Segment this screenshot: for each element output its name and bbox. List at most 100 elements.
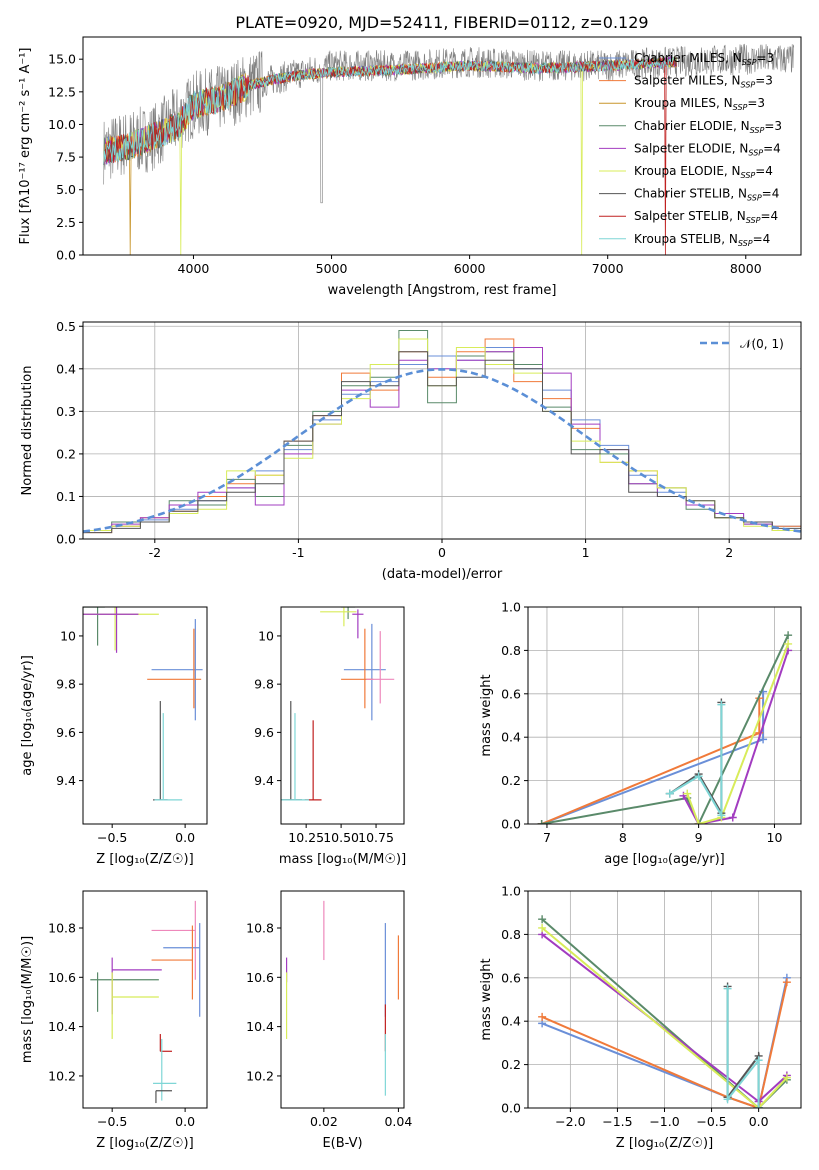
y-tick-label: 0.0: [56, 248, 76, 263]
plot-area: [537, 631, 793, 824]
x-tick-label: 10: [767, 830, 783, 845]
axes-frame: [82, 890, 208, 1109]
x-tick-label: 0.02: [310, 1114, 338, 1129]
x-tick-label: −0.5: [97, 830, 127, 845]
model-spectrum-line: [103, 57, 677, 165]
y-tick-label: 0.5: [56, 319, 76, 334]
y-tick-label: 0.0: [501, 817, 521, 832]
weight-marker: [784, 631, 793, 640]
legend-label: Kroupa MILES, NSSP=3: [634, 96, 765, 112]
y-tick-label: 12.5: [48, 84, 76, 99]
mass-vs-ebv-panel: 0.02 0.04 10.2 10.4 10.6 10.8 E(B-V): [246, 890, 412, 1151]
y-axis-label: Flux [fλ10⁻¹⁷ erg cm⁻² s⁻¹ A⁻¹]: [18, 48, 33, 245]
axes-frame: [82, 606, 208, 825]
y-axis-label: age [log₁₀(age/yr)]: [20, 655, 35, 776]
model-spectrum-line: [103, 55, 677, 255]
x-tick-label: −0.5: [696, 1114, 726, 1129]
y-tick-label: 0.6: [501, 970, 521, 985]
legend-label: Salpeter MILES, NSSP=3: [634, 74, 773, 90]
y-tick-label: 9.6: [254, 725, 274, 740]
plot-area: [103, 43, 795, 255]
x-tick-label: 9: [695, 830, 703, 845]
legend-label: Salpeter STELIB, NSSP=4: [634, 209, 778, 225]
y-tick-label: 0.2: [501, 1057, 521, 1072]
weight-marker: [665, 789, 674, 798]
y-tick-label: 9.8: [254, 677, 274, 692]
weight-marker: [759, 735, 768, 744]
y-tick-label: 15.0: [48, 52, 76, 67]
mass-weight-vs-age-panel: 7 8 9 10 0.0 0.2 0.4 0.6 0.8 1.0 age [log₁₀(age/yr…: [479, 600, 802, 867]
y-tick-label: 1.0: [501, 884, 521, 899]
y-tick-label: 1.0: [501, 600, 521, 615]
y-tick-label: 10.0: [48, 117, 76, 132]
weight-marker: [538, 1012, 547, 1021]
y-tick-label: 2.5: [56, 215, 76, 230]
weight-marker: [694, 820, 703, 824]
y-tick-label: 10.6: [246, 970, 274, 985]
weight-marker: [723, 984, 732, 993]
y-tick-label: 5.0: [56, 182, 76, 197]
legend-label: Salpeter ELODIE, NSSP=4: [634, 141, 781, 157]
legend-label: 𝒩(0, 1): [740, 337, 784, 351]
legend-label: Kroupa ELODIE, NSSP=4: [634, 164, 773, 180]
legend-label: Chabrier ELODIE, NSSP=3: [634, 119, 782, 135]
y-tick-label: 0.0: [56, 532, 76, 547]
x-tick-label: 0.04: [384, 1114, 412, 1129]
y-tick-label: 0.6: [501, 686, 521, 701]
x-tick-label: −1.0: [649, 1114, 679, 1129]
weight-marker: [728, 813, 737, 822]
x-axis-label: Z [log₁₀(Z/Z☉)]: [96, 1136, 193, 1151]
x-tick-label: −2.0: [555, 1114, 585, 1129]
axes-frame: [280, 606, 405, 825]
x-tick-label: 5000: [316, 261, 348, 276]
model-spectrum-line: [103, 56, 677, 255]
x-axis-label: wavelength [Angstrom, rest frame]: [328, 283, 557, 298]
weight-marker: [782, 1073, 791, 1082]
x-tick-label: 2: [725, 545, 733, 560]
y-axis-label: mass [log₁₀(M/M☉)]: [20, 936, 35, 1063]
model-spectrum-line: [103, 57, 677, 255]
y-tick-label: 10: [258, 628, 274, 643]
y-tick-label: 9.8: [56, 677, 76, 692]
weight-marker: [694, 772, 703, 781]
x-axis-label: mass [log₁₀(M/M☉)]: [279, 852, 406, 867]
weight-marker: [683, 789, 692, 798]
x-tick-label: −1.5: [602, 1114, 632, 1129]
x-tick-label: 0.0: [175, 1114, 195, 1129]
y-tick-label: 0.4: [56, 361, 76, 376]
x-tick-label: -2: [149, 545, 161, 560]
y-tick-label: 7.5: [56, 150, 76, 165]
legend-label: Chabrier STELIB, NSSP=4: [634, 187, 779, 203]
normal-curve: [83, 367, 801, 533]
x-tick-label: 0.0: [749, 1114, 769, 1129]
weight-line: [541, 634, 790, 824]
plot-area: [538, 915, 791, 1108]
x-axis-label: E(B-V): [322, 1136, 362, 1151]
plot-area: [83, 330, 801, 534]
age-vs-metallicity-panel: −0.5 0.0 9.4 9.6 9.8 10 Z [log₁₀(Z/Z☉)] age [lo…: [20, 606, 208, 867]
y-axis-label: Normed distribution: [20, 366, 35, 496]
weight-marker: [538, 923, 547, 932]
y-tick-label: 0.4: [501, 1014, 521, 1029]
x-tick-label: 10.25: [288, 830, 324, 845]
x-tick-label: 8: [619, 830, 627, 845]
weight-marker: [717, 700, 726, 709]
y-tick-label: 9.4: [56, 773, 76, 788]
weight-marker: [754, 1104, 763, 1108]
x-axis-label: Z [log₁₀(Z/Z☉)]: [96, 852, 193, 867]
y-tick-label: 10.8: [48, 920, 76, 935]
y-axis-label: mass weight: [479, 958, 494, 1040]
plot-area: [285, 900, 400, 1096]
y-tick-label: 0.8: [501, 927, 521, 942]
y-axis-label: mass weight: [479, 674, 494, 756]
weight-line: [541, 927, 788, 1108]
x-tick-label: 6000: [454, 261, 486, 276]
x-tick-label: 7000: [592, 261, 624, 276]
age-vs-mass-panel: 10.25 10.50 10.75 9.4 9.6 9.8 10 mass [log₁₀(M/…: [254, 606, 406, 867]
x-tick-label: 10.50: [323, 830, 359, 845]
y-tick-label: 10.8: [246, 920, 274, 935]
weight-marker: [754, 1056, 763, 1065]
weight-marker: [537, 820, 546, 824]
x-tick-label: 8000: [730, 261, 762, 276]
y-tick-label: 9.4: [254, 773, 274, 788]
